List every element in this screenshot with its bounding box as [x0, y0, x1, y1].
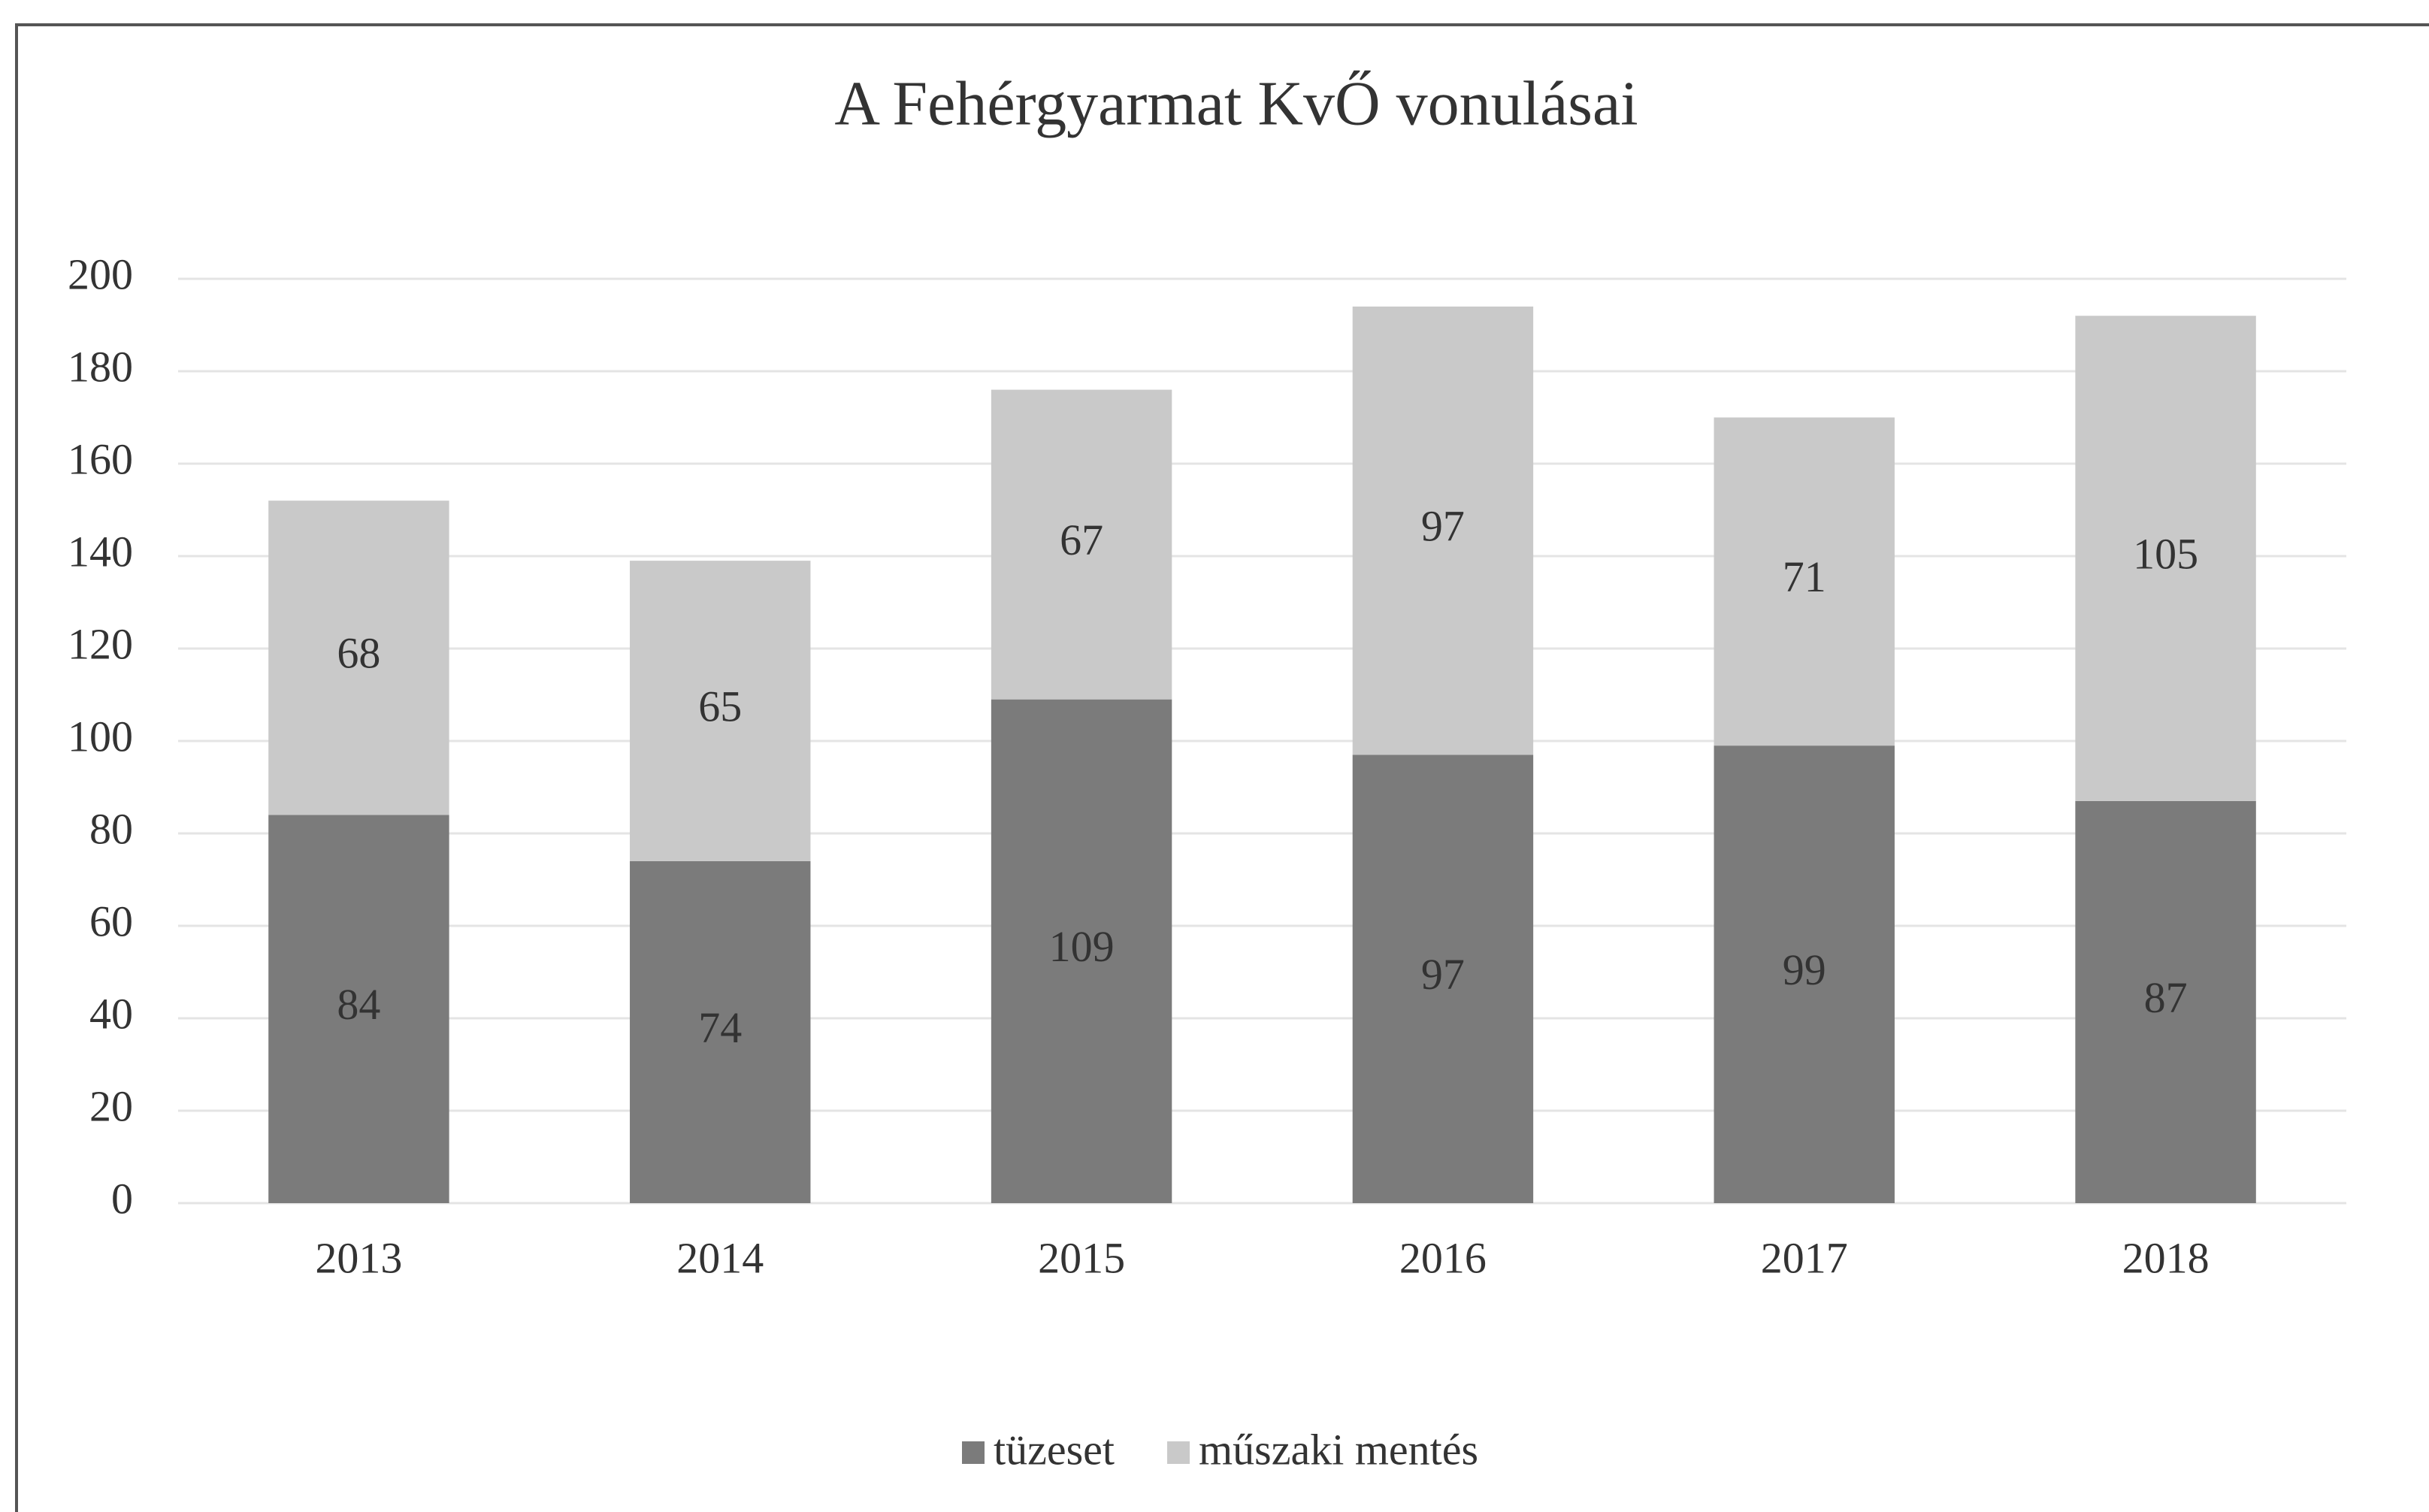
legend-swatch: [962, 1441, 985, 1464]
x-tick-label: 2014: [676, 1233, 764, 1282]
y-tick-label: 40: [89, 989, 133, 1038]
data-label: 74: [698, 1003, 742, 1052]
y-tick-label: 140: [68, 527, 133, 576]
bar-segment: [1714, 417, 1895, 746]
x-tick-label: 2016: [1399, 1233, 1487, 1282]
legend-swatch: [1167, 1441, 1190, 1464]
bar-segment: [2075, 316, 2256, 801]
bar-segment: [2075, 800, 2256, 1203]
data-label: 68: [337, 629, 380, 678]
y-tick-label: 20: [89, 1081, 133, 1130]
y-tick-label: 160: [68, 434, 133, 483]
chart-border: [15, 23, 2429, 1512]
data-label: 99: [1783, 945, 1826, 994]
y-tick-label: 180: [68, 342, 133, 391]
bar-segment: [1714, 745, 1895, 1203]
y-tick-label: 200: [68, 249, 133, 298]
y-tick-label: 80: [89, 804, 133, 853]
data-label: 87: [2144, 973, 2188, 1022]
data-label: 71: [1783, 552, 1826, 601]
bar-segment: [630, 561, 811, 861]
bar-segment: [268, 500, 449, 815]
data-label: 105: [2133, 529, 2198, 578]
bar-segment: [630, 860, 811, 1203]
x-tick-label: 2013: [315, 1233, 402, 1282]
bar-segment: [1352, 306, 1534, 755]
legend-label: tüzeset: [994, 1425, 1115, 1474]
y-tick-label: 0: [111, 1174, 133, 1223]
data-label: 97: [1421, 950, 1465, 999]
chart-title: A Fehérgyarmat KvŐ vonulásai: [834, 68, 1638, 138]
bar-segment: [991, 389, 1172, 700]
x-tick-label: 2015: [1038, 1233, 1125, 1282]
bar-segment: [1352, 754, 1534, 1203]
data-label: 65: [698, 682, 742, 730]
x-tick-label: 2018: [2122, 1233, 2210, 1282]
y-tick-label: 100: [68, 712, 133, 761]
legend-label: műszaki mentés: [1199, 1425, 1478, 1474]
x-tick-label: 2017: [1761, 1233, 1848, 1282]
y-tick-label: 120: [68, 619, 133, 668]
data-label: 67: [1060, 516, 1103, 564]
data-label: 109: [1049, 922, 1115, 971]
bar-segment: [991, 699, 1172, 1203]
bar-segment: [268, 815, 449, 1203]
data-label: 84: [337, 980, 380, 1029]
data-label: 97: [1421, 501, 1465, 550]
y-tick-label: 60: [89, 897, 133, 945]
